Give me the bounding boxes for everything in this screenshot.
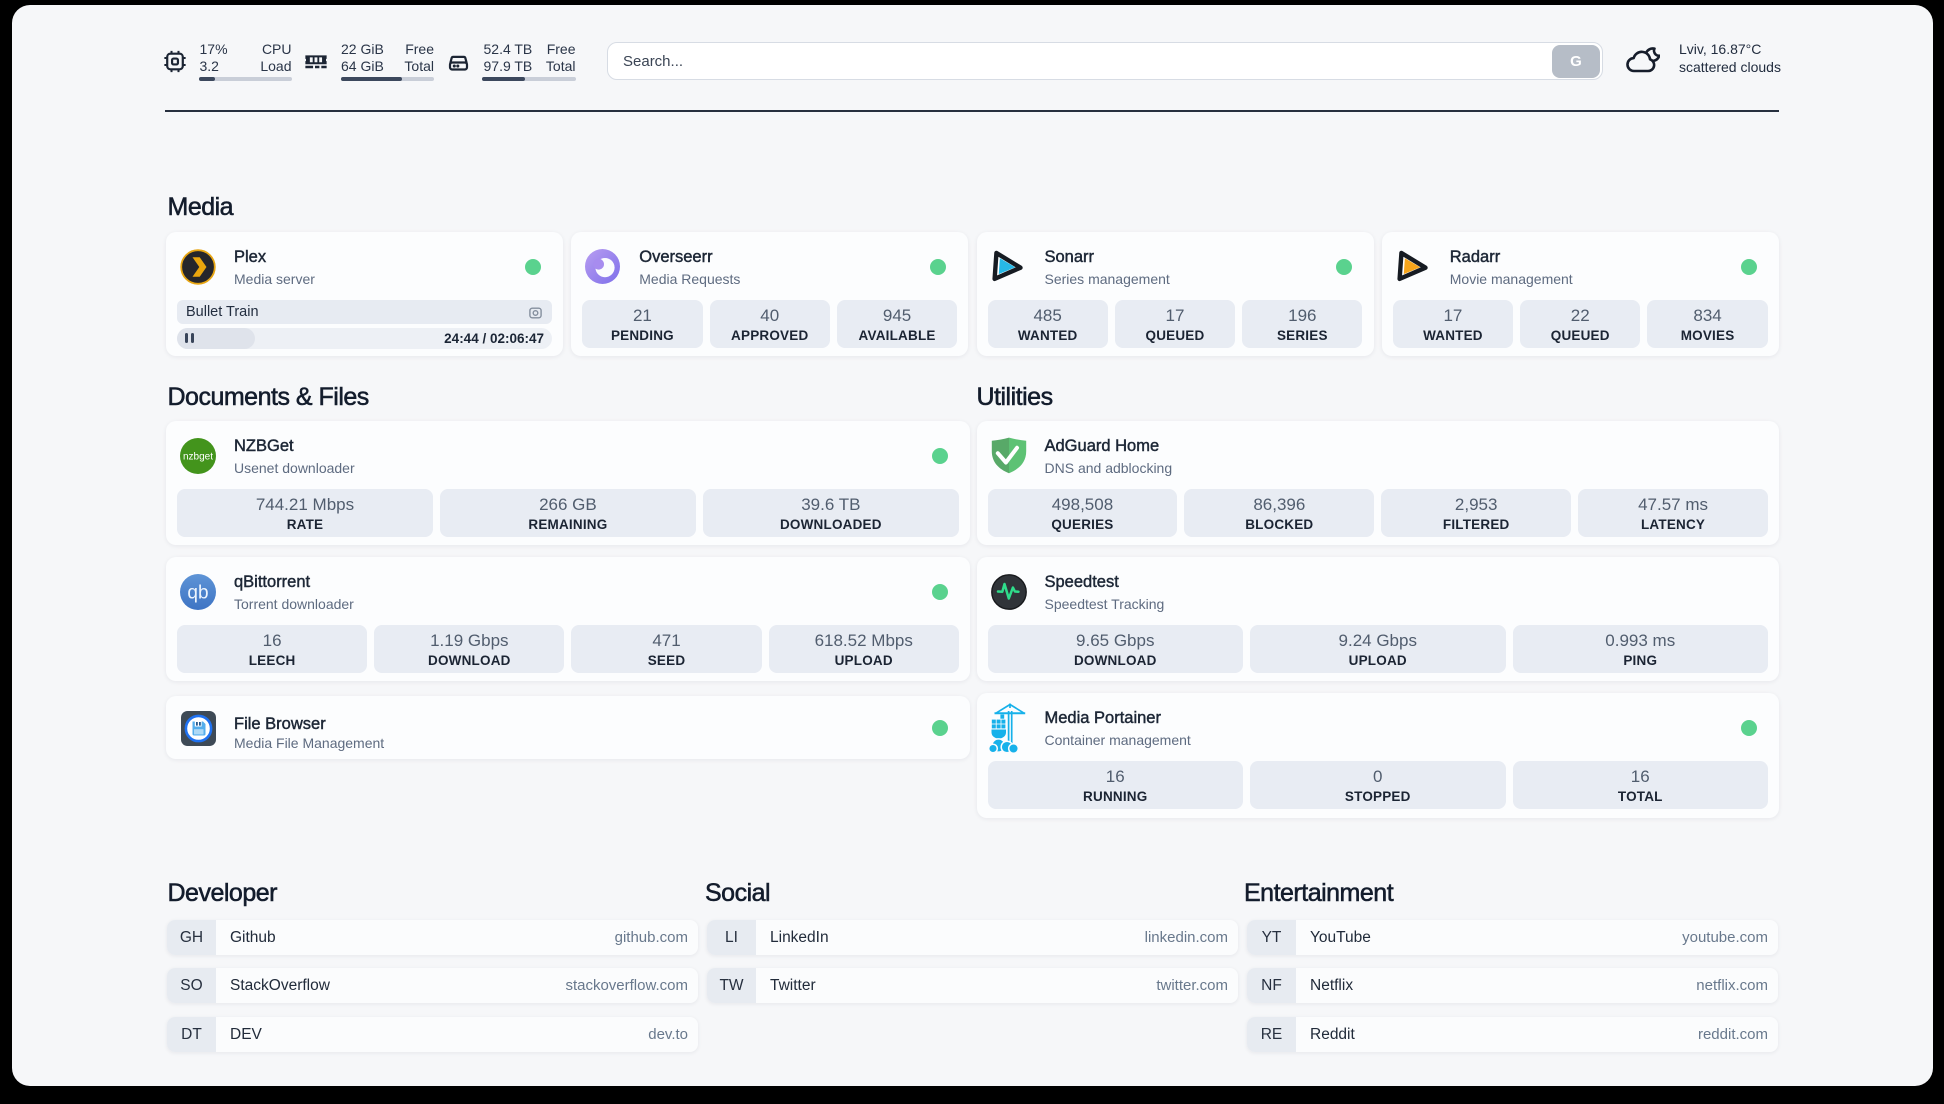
svg-text:nzbget: nzbget [183, 452, 213, 463]
svg-text:qb: qb [187, 583, 208, 604]
